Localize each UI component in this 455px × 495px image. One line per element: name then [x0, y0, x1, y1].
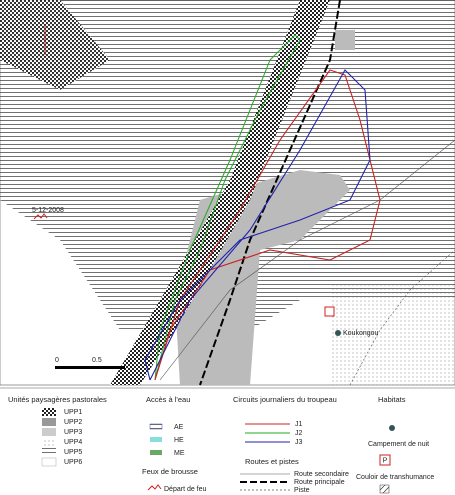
legend-item: UPP1	[64, 409, 82, 416]
legend-item: HE	[174, 437, 184, 444]
date-label: 5-12-2008	[32, 207, 64, 214]
legend-title: Circuits journaliers du troupeau	[233, 395, 337, 404]
map: 5-12-2008 Koukongou 0 0.5	[0, 0, 455, 386]
legend-item: J2	[295, 430, 303, 437]
legend-title: Feux de brousse	[142, 467, 198, 476]
scale-label: 0.5	[92, 357, 102, 364]
legend-item: Route secondaire	[294, 471, 349, 478]
legend-title: Habitats	[378, 395, 406, 404]
place-label: Koukongou	[343, 330, 379, 337]
legend-item: AE	[174, 424, 184, 431]
legend-item: J3	[295, 439, 303, 446]
legend-item: J1	[295, 421, 303, 428]
scale-label: 0	[55, 357, 59, 364]
legend-item: ME	[174, 450, 185, 457]
legend-item: UPP4	[64, 439, 82, 446]
legend-title: Routes et pistes	[245, 457, 299, 466]
camp-symbol: P	[383, 457, 388, 464]
legend-item: UPP6	[64, 459, 82, 466]
legend-title: Unités paysagères pastorales	[8, 395, 107, 404]
legend-item: UPP3	[64, 429, 82, 436]
legend: Unités paysagères pastorales UPP1 UPP2 U…	[0, 387, 455, 494]
legend-item: Route principale	[294, 479, 345, 486]
legend-item: Campement de nuit	[368, 441, 429, 448]
legend-item: Couloir de transhumance	[356, 474, 434, 481]
legend-item: Départ de feu	[164, 486, 207, 493]
legend-item: UPP5	[64, 449, 82, 456]
legend-title: Accès à l'eau	[146, 395, 190, 404]
legend-item: UPP2	[64, 419, 82, 426]
legend-item: Piste	[294, 487, 310, 494]
